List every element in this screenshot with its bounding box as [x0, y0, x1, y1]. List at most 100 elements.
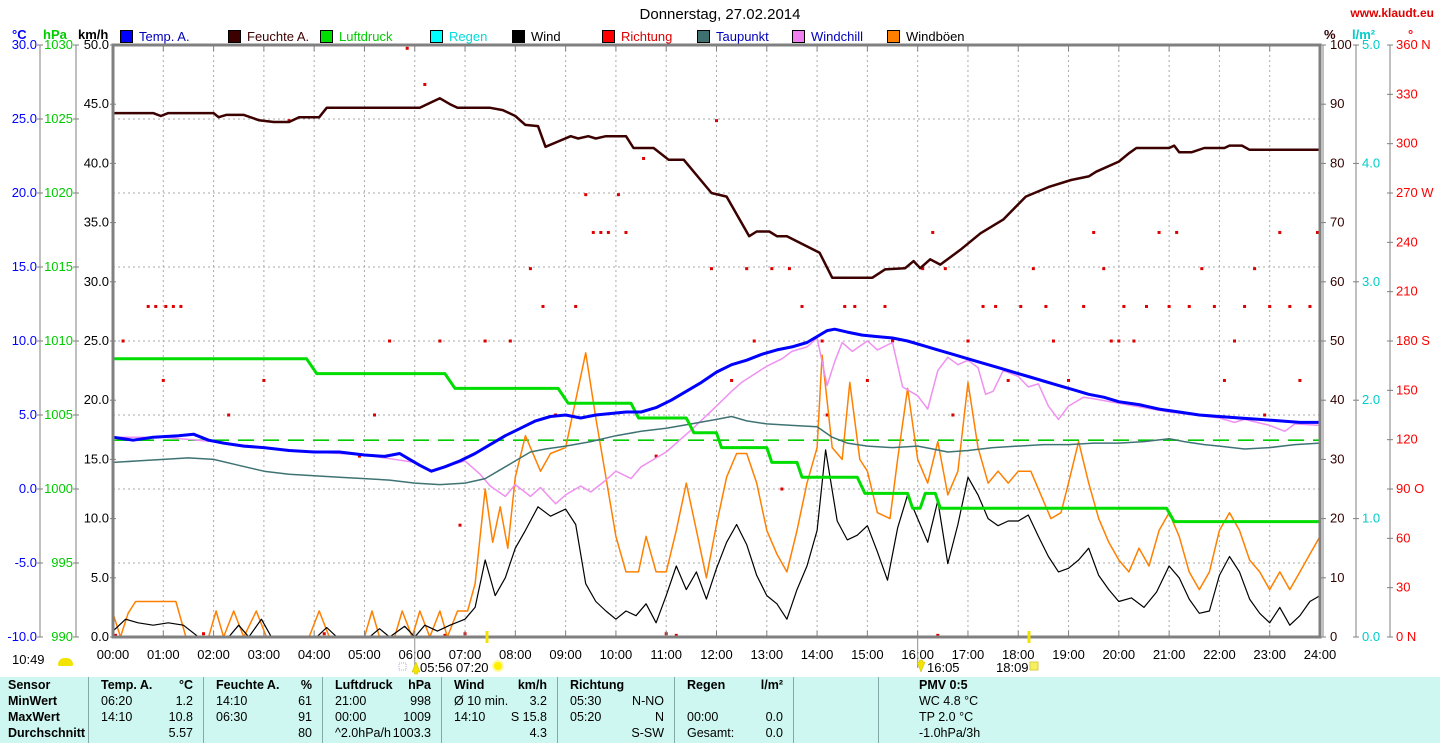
axis-label-temp: 25.0	[12, 111, 37, 126]
direction-dot	[1132, 339, 1136, 343]
legend-item-1: Temp. A.	[120, 29, 190, 44]
legend-item-3: Luftdruck	[320, 29, 392, 44]
sun-up-arrow-icon	[411, 661, 421, 675]
legend-label: Regen	[449, 29, 488, 44]
x-axis-label: 01:00	[147, 647, 180, 662]
legend-swatch-icon	[320, 30, 333, 43]
table-row: 06:30 91	[204, 709, 322, 725]
table-cell: l/m²	[760, 678, 783, 692]
site-link[interactable]: www.klaudt.eu	[1350, 6, 1434, 20]
table-row: 05:20 N	[558, 709, 674, 725]
series-windchill	[113, 337, 1321, 505]
axis-label-direction: 210	[1396, 284, 1418, 299]
direction-dot	[1298, 378, 1302, 382]
table-row: WC 4.8 °C	[879, 693, 1432, 709]
table-cell: WC 4.8 °C	[919, 694, 979, 708]
table-cell: 998	[410, 694, 431, 708]
dawn-square-icon	[398, 662, 407, 671]
x-axis-label: 09:00	[549, 647, 582, 662]
direction-dot	[1006, 378, 1010, 382]
axis-label-direction: 90 O	[1396, 481, 1424, 496]
sunset-square-icon	[1029, 661, 1039, 671]
axis-label-rain: 4.0	[1362, 155, 1380, 170]
axis-label-temp: 30.0	[12, 37, 37, 52]
axis-label-direction: 0 N	[1396, 629, 1416, 644]
table-cell: 00:00	[687, 710, 719, 724]
table-row: -1.0hPa/3h	[879, 725, 1432, 741]
table-cell: 21:00	[335, 694, 367, 708]
direction-dot	[458, 523, 462, 527]
table-cell: 80	[298, 726, 312, 740]
axis-label-humidity: 20	[1330, 511, 1344, 526]
direction-dot	[423, 82, 427, 86]
direction-dot	[843, 304, 847, 308]
table-row: 21:00 998	[323, 693, 441, 709]
direction-dot	[322, 632, 326, 636]
axis-label-humidity: 50	[1330, 333, 1344, 348]
table-row: S-SW	[558, 725, 674, 741]
direction-dot	[443, 633, 447, 637]
direction-dot	[800, 304, 804, 308]
stats-column-regen: Regen l/m² 00:00 0.0 Gesamt: 0.0	[674, 677, 793, 743]
table-cell: 10.8	[168, 710, 193, 724]
axis-label-direction: 330	[1396, 86, 1418, 101]
direction-dot	[373, 413, 377, 417]
direction-dot	[1222, 378, 1226, 382]
x-axis-label: 02:00	[197, 647, 230, 662]
x-axis-label: 21:00	[1153, 647, 1186, 662]
table-cell: 05:20	[570, 710, 602, 724]
direction-dot	[483, 339, 487, 343]
direction-dot	[1278, 230, 1282, 234]
legend-swatch-icon	[228, 30, 241, 43]
stats-column-richtung: Richtung 05:30 N-NO 05:20 N S-SW	[557, 677, 674, 743]
chart-svg: 30.025.020.015.010.05.00.0-5.0-10.010301…	[7, 37, 1434, 675]
table-cell: Feuchte A.	[216, 678, 280, 692]
table-cell: Richtung	[570, 678, 625, 692]
axis-label-wind: 20.0	[84, 392, 109, 407]
legend-swatch-icon	[512, 30, 525, 43]
legend: Temp. A. Feuchte A. Luftdruck Regen Wind Rich…	[0, 29, 1440, 45]
direction-dot	[114, 633, 118, 637]
axis-label-pressure: 1000	[44, 481, 73, 496]
direction-dot	[1175, 230, 1179, 234]
direction-dot	[171, 304, 175, 308]
table-cell: PMV 0:5	[919, 678, 968, 692]
direction-dot	[1288, 304, 1292, 308]
series-taupunkt	[112, 415, 1321, 486]
direction-dot	[357, 454, 361, 458]
direction-dot	[438, 339, 442, 343]
stats-column-temp-a-: Temp. A. °C 06:20 1.2 14:10 10.8 5.57	[88, 677, 203, 743]
table-header-row: Feuchte A.%	[204, 677, 322, 693]
legend-label: Luftdruck	[339, 29, 393, 44]
table-row: 5.57	[89, 725, 203, 741]
legend-label: Windchill	[811, 29, 864, 44]
direction-dot	[943, 267, 947, 271]
table-cell: MinWert	[8, 694, 58, 708]
direction-dot	[1117, 339, 1121, 343]
table-header-row: Regen l/m²	[675, 677, 793, 693]
direction-dot	[891, 339, 895, 343]
axis-label-wind: 10.0	[84, 511, 109, 526]
table-cell: °C	[178, 678, 193, 692]
direction-dot	[787, 267, 791, 271]
direction-dot	[936, 633, 940, 637]
table-cell: %	[300, 678, 312, 692]
legend-label: Taupunkt	[716, 29, 769, 44]
legend-label: Richtung	[621, 29, 673, 44]
x-axis-label: 24:00	[1304, 647, 1337, 662]
x-axis-label: 19:00	[1052, 647, 1085, 662]
axis-label-wind: 15.0	[84, 451, 109, 466]
legend-item-8: Windchill	[792, 29, 863, 44]
unit-direction: °	[1408, 27, 1414, 42]
x-axis-label: 08:00	[499, 647, 532, 662]
direction-dot	[642, 156, 646, 160]
axis-label-rain: 0.0	[1362, 629, 1380, 644]
table-header-row: Wind km/h	[442, 677, 557, 693]
sun-icon	[494, 662, 502, 670]
direction-dot	[1122, 304, 1126, 308]
axis-label-temp: -10.0	[7, 629, 37, 644]
unit-wind: km/h	[78, 27, 109, 42]
direction-dot	[121, 339, 125, 343]
table-header-row: Temp. A. °C	[89, 677, 203, 693]
